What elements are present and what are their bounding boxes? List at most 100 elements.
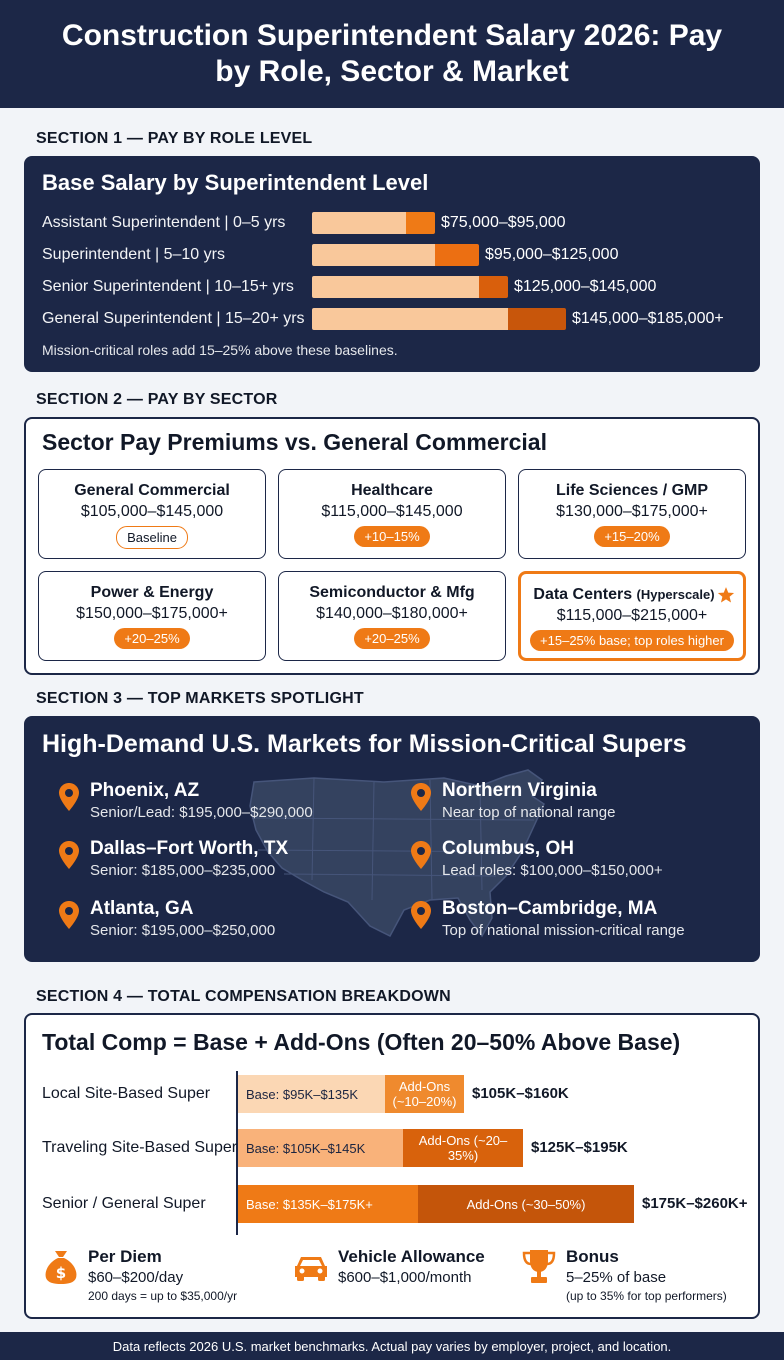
comp-row-label: Local Site-Based Super: [42, 1085, 211, 1102]
market-detail: Near top of national range: [442, 804, 616, 821]
role-level-label: Assistant Superintendent | 0–5 yrs: [42, 214, 286, 231]
comp-stacked-bar: Base: $95K–$135K Add-Ons (~10–20%): [238, 1075, 464, 1113]
role-level-row: Senior Superintendent | 10–15+ yrs $125,0…: [24, 276, 760, 300]
sector-tile-general-commercial: General Commercial $105,000–$145,000 Bas…: [38, 469, 266, 559]
comp-stacked-bar: Base: $105K–$145K Add-Ons (~20–35%): [238, 1129, 523, 1167]
trophy-icon: [522, 1250, 556, 1283]
role-level-title: Base Salary by Superintendent Level: [42, 170, 429, 195]
location-pin-icon: [411, 901, 431, 929]
sector-name: Semiconductor & Mfg: [309, 584, 475, 601]
addon-extra: (up to 35% for top performers): [566, 1289, 727, 1303]
base-pay-segment: Base: $135K–$175K+: [238, 1185, 418, 1223]
add-ons-segment: Add-Ons (~20–35%): [403, 1129, 523, 1167]
sector-premium-badge: +20–25%: [114, 628, 190, 649]
sector-name: Data Centers (Hyperscale): [533, 586, 715, 603]
sector-premium-badge: Baseline: [116, 526, 188, 549]
chart-axis: [236, 1071, 238, 1235]
addon-name: Per Diem: [88, 1247, 162, 1266]
markets-title: High-Demand U.S. Markets for Mission-Cri…: [42, 730, 687, 758]
role-level-label: Superintendent | 5–10 yrs: [42, 246, 225, 263]
total-comp-card: Total Comp = Base + Add-Ons (Often 20–50…: [24, 1013, 760, 1319]
page-title: Construction Superintendent Salary 2026:…: [61, 19, 723, 88]
sector-premium-badge: +20–25%: [354, 628, 430, 649]
market-detail: Senior: $195,000–$250,000: [90, 922, 276, 939]
salary-range-value: $95,000–$125,000: [485, 246, 619, 263]
sector-range: $115,000–$145,000: [321, 503, 463, 520]
star-icon: [717, 587, 735, 603]
addon-extra: 200 days = up to $35,000/yr: [88, 1289, 238, 1303]
role-level-label: Senior Superintendent | 10–15+ yrs: [42, 278, 294, 295]
market-detail: Lead roles: $100,000–$150,000+: [442, 862, 663, 879]
location-pin-icon: [411, 841, 431, 869]
section1-label: SECTION 1 — PAY BY ROLE LEVEL: [36, 130, 313, 147]
section2-label: SECTION 2 — PAY BY SECTOR: [36, 391, 278, 408]
sector-premium-badge: +15–25% base; top roles higher: [530, 630, 734, 651]
sector-range: $115,000–$215,000+: [556, 607, 708, 624]
sector-range: $105,000–$145,000: [80, 503, 224, 520]
sector-premium-badge: +10–15%: [354, 526, 430, 547]
role-level-row: Superintendent | 5–10 yrs $95,000–$125,00…: [24, 244, 760, 268]
section3-label: SECTION 3 — TOP MARKETS SPOTLIGHT: [36, 690, 364, 707]
sector-tile-data-centers: Data Centers (Hyperscale) $115,000–$215,…: [518, 571, 746, 661]
comp-total-value: $105K–$160K: [472, 1085, 569, 1102]
comp-row-label: Traveling Site-Based Super: [42, 1139, 238, 1156]
comp-total-value: $125K–$195K: [531, 1139, 628, 1156]
sector-name: General Commercial: [74, 482, 230, 499]
svg-text:$: $: [56, 1264, 66, 1282]
salary-range-bar: [312, 244, 479, 266]
salary-range-bar: [312, 308, 566, 330]
role-level-row: Assistant Superintendent | 0–5 yrs $75,00…: [24, 212, 760, 236]
car-icon: [295, 1257, 327, 1281]
sector-tile-power-energy: Power & Energy $150,000–$175,000+ +20–25…: [38, 571, 266, 661]
location-pin-icon: [411, 783, 431, 811]
market-detail: Senior: $185,000–$235,000: [90, 862, 276, 879]
location-pin-icon: [59, 783, 79, 811]
role-level-note: Mission-critical roles add 15–25% above …: [42, 342, 398, 358]
markets-card: High-Demand U.S. Markets for Mission-Cri…: [24, 716, 760, 962]
salary-range-value: $125,000–$145,000: [514, 278, 657, 295]
page-header: Construction Superintendent Salary 2026:…: [0, 0, 784, 108]
addon-name: Vehicle Allowance: [338, 1247, 485, 1266]
role-level-row: General Superintendent | 15–20+ yrs $145,…: [24, 308, 760, 332]
base-pay-segment: Base: $105K–$145K: [238, 1129, 403, 1167]
sector-range: $140,000–$180,000+: [316, 605, 468, 622]
role-level-label: General Superintendent | 15–20+ yrs: [42, 310, 305, 327]
market-name: Boston–Cambridge, MA: [442, 898, 658, 919]
salary-range-value: $145,000–$185,000+: [572, 310, 724, 327]
sector-name: Life Sciences / GMP: [555, 482, 709, 499]
add-ons-segment: Add-Ons (~10–20%): [385, 1075, 464, 1113]
market-name: Dallas–Fort Worth, TX: [90, 838, 289, 859]
role-level-card: Base Salary by Superintendent Level Assi…: [24, 156, 760, 372]
add-ons-segment: Add-Ons (~30–50%): [418, 1185, 634, 1223]
addon-value: 5–25% of base: [566, 1269, 667, 1286]
base-pay-segment: Base: $95K–$135K: [238, 1075, 385, 1113]
sector-card: Sector Pay Premiums vs. General Commerci…: [24, 417, 760, 675]
salary-range-bar: [312, 212, 435, 234]
market-name: Columbus, OH: [442, 838, 574, 859]
sector-name: Healthcare: [351, 482, 433, 499]
addon-value: $60–$200/day: [88, 1269, 184, 1286]
us-map-graphic: [249, 769, 545, 938]
sector-title: Sector Pay Premiums vs. General Commerci…: [42, 429, 547, 455]
market-detail: Senior/Lead: $195,000–$290,000: [90, 804, 313, 821]
market-detail: Top of national mission-critical range: [442, 922, 685, 939]
comp-total-value: $175K–$260K+: [642, 1195, 748, 1212]
salary-range-bar: [312, 276, 508, 298]
comp-row-label: Senior / General Super: [42, 1195, 206, 1212]
salary-range-value: $75,000–$95,000: [441, 214, 566, 231]
sector-tile-life-sciences: Life Sciences / GMP $130,000–$175,000+ +…: [518, 469, 746, 559]
market-name: Atlanta, GA: [90, 898, 194, 919]
addon-value: $600–$1,000/month: [338, 1269, 472, 1286]
market-name: Northern Virginia: [442, 780, 597, 801]
addon-name: Bonus: [566, 1247, 619, 1266]
sector-premium-badge: +15–20%: [594, 526, 670, 547]
footer-text: Data reflects 2026 U.S. market benchmark…: [112, 1338, 672, 1354]
money-bag-icon: $: [45, 1251, 77, 1284]
sector-tile-healthcare: Healthcare $115,000–$145,000 +10–15%: [278, 469, 506, 559]
location-pin-icon: [59, 901, 79, 929]
sector-range: $150,000–$175,000+: [76, 605, 228, 622]
section4-label: SECTION 4 — TOTAL COMPENSATION BREAKDOWN: [36, 988, 451, 1005]
market-name: Phoenix, AZ: [90, 780, 200, 801]
total-comp-title: Total Comp = Base + Add-Ons (Often 20–50…: [42, 1029, 681, 1055]
location-pin-icon: [59, 841, 79, 869]
